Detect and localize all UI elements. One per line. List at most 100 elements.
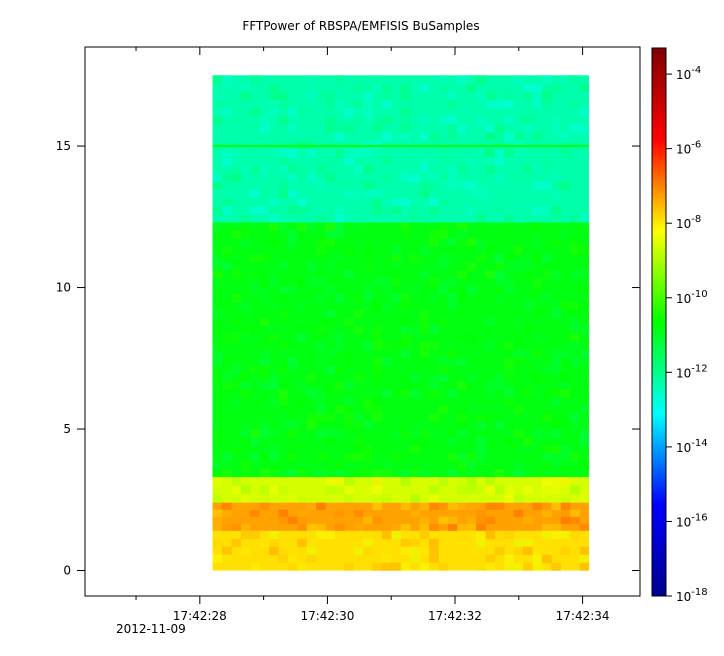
spectrogram-cell <box>485 477 496 486</box>
spectrogram-cell <box>560 357 571 367</box>
spectrogram-cell <box>485 132 496 142</box>
spectrogram-cell <box>504 278 514 287</box>
spectrogram-cell <box>466 405 477 414</box>
spectrogram-cell <box>325 317 336 327</box>
spectrogram-cell <box>344 124 355 133</box>
spectrogram-cell <box>570 246 580 255</box>
spectrogram-cell <box>306 246 317 255</box>
spectrogram-cell <box>278 421 289 430</box>
spectrogram-cell <box>344 421 355 430</box>
spectrogram-cell <box>504 357 514 367</box>
spectrogram-cell <box>278 325 289 335</box>
spectrogram-cell <box>212 317 223 327</box>
spectrogram-cell <box>570 238 580 247</box>
spectrogram-cell <box>250 373 260 382</box>
spectrogram-cell <box>551 302 562 311</box>
spectrogram-cell <box>306 254 317 263</box>
spectrogram-cell <box>513 173 524 182</box>
spectrogram-cell <box>494 206 505 215</box>
spectrogram-cell <box>250 509 260 518</box>
spectrogram-cell <box>541 294 552 303</box>
spectrogram-cell <box>297 333 307 343</box>
spectrogram-cell <box>570 421 580 430</box>
spectrogram-cell <box>287 469 298 478</box>
spectrogram-cell <box>297 302 307 311</box>
spectrogram-cell <box>353 453 364 462</box>
spectrogram-cell <box>381 357 392 367</box>
spectrogram-cell <box>372 132 383 142</box>
spectrogram-cell <box>391 341 402 351</box>
spectrogram-cell <box>466 516 477 525</box>
spectrogram-cell <box>523 91 533 101</box>
spectrogram-cell <box>297 165 307 174</box>
spectrogram-cell <box>269 538 279 548</box>
spectrogram-cell <box>419 325 430 335</box>
spectrogram-cell <box>560 502 571 510</box>
spectrogram-cell <box>504 365 514 374</box>
spectrogram-cell <box>221 333 232 343</box>
spectrogram-cell <box>334 108 345 117</box>
spectrogram-cell <box>532 437 543 446</box>
spectrogram-cell <box>221 262 232 271</box>
spectrogram-cell <box>485 554 496 563</box>
spectrogram-cell <box>494 254 505 263</box>
spectrogram-cell <box>316 453 326 462</box>
spectrogram-cell <box>259 189 270 199</box>
spectrogram-cell <box>513 132 524 142</box>
spectrogram-cell <box>447 99 458 109</box>
spectrogram-cell <box>513 357 524 367</box>
spectrogram-cell <box>212 262 223 271</box>
spectrogram-cell <box>438 516 449 525</box>
spectrogram-cell <box>240 469 251 478</box>
spectrogram-cell <box>278 222 289 231</box>
spectrogram-cell <box>485 485 496 495</box>
spectrogram-cell <box>278 381 289 390</box>
spectrogram-cell <box>325 333 336 343</box>
spectrogram-cell <box>429 173 439 182</box>
spectrogram-cell <box>447 83 458 92</box>
spectrogram-cell <box>504 157 514 166</box>
spectrogram-cell <box>447 124 458 133</box>
spectrogram-cell <box>240 230 251 239</box>
spectrogram-cell <box>504 429 514 438</box>
spectrogram-cell <box>476 421 486 430</box>
spectrogram-cell <box>410 373 420 382</box>
spectrogram-cell <box>240 461 251 470</box>
spectrogram-cell <box>438 148 449 158</box>
spectrogram-cell <box>400 562 411 571</box>
spectrogram-cell <box>259 381 270 390</box>
spectrogram-cell <box>372 325 383 335</box>
spectrogram-cell <box>513 246 524 255</box>
spectrogram-cell <box>532 502 543 510</box>
spectrogram-cell <box>306 148 317 158</box>
spectrogram-cell <box>541 509 552 518</box>
spectrogram-cell <box>447 509 458 518</box>
spectrogram-cell <box>259 429 270 438</box>
spectrogram-cell <box>353 421 364 430</box>
spectrogram-cell <box>532 165 543 174</box>
spectrogram-cell <box>297 206 307 215</box>
spectrogram-cell <box>570 341 580 351</box>
spectrogram-cell <box>570 530 580 540</box>
spectrogram-cell <box>297 523 307 532</box>
spectrogram-cell <box>353 189 364 199</box>
spectrogram-cell <box>400 302 411 311</box>
spectrogram-cell <box>250 437 260 446</box>
spectrogram-cell <box>259 373 270 382</box>
spectrogram-cell <box>532 99 543 109</box>
spectrogram-cell <box>325 124 336 133</box>
spectrogram-cell <box>250 254 260 263</box>
spectrogram-cell <box>457 140 467 150</box>
spectrogram-cell <box>419 270 430 279</box>
spectrogram-cell <box>287 197 298 207</box>
spectrogram-cell <box>353 413 364 422</box>
spectrogram-cell <box>438 317 449 327</box>
spectrogram-cell <box>504 341 514 351</box>
spectrogram-cell <box>372 189 383 199</box>
spectrogram-cell <box>250 278 260 287</box>
spectrogram-cell <box>523 310 533 319</box>
spectrogram-cell <box>485 246 496 255</box>
colorbar-tick-label: 10-12 <box>676 363 708 380</box>
spectrogram-cell <box>494 530 505 540</box>
spectrogram-cell <box>381 206 392 215</box>
